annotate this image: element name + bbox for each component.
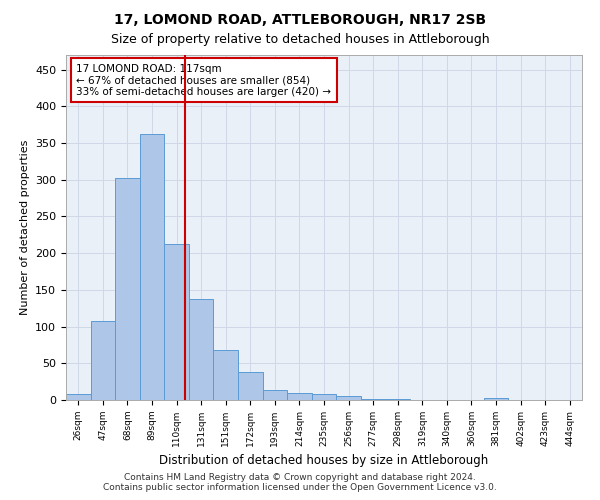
Bar xyxy=(287,392,312,400)
Bar xyxy=(189,300,214,400)
Bar xyxy=(164,244,189,400)
Bar xyxy=(214,350,238,400)
Bar xyxy=(238,372,263,400)
Bar xyxy=(263,390,287,400)
Bar xyxy=(361,398,385,400)
X-axis label: Distribution of detached houses by size in Attleborough: Distribution of detached houses by size … xyxy=(160,454,488,468)
Bar xyxy=(312,394,336,400)
Text: 17, LOMOND ROAD, ATTLEBOROUGH, NR17 2SB: 17, LOMOND ROAD, ATTLEBOROUGH, NR17 2SB xyxy=(114,12,486,26)
Bar xyxy=(115,178,140,400)
Bar xyxy=(91,320,115,400)
Text: Contains HM Land Registry data © Crown copyright and database right 2024.
Contai: Contains HM Land Registry data © Crown c… xyxy=(103,473,497,492)
Text: Size of property relative to detached houses in Attleborough: Size of property relative to detached ho… xyxy=(110,32,490,46)
Y-axis label: Number of detached properties: Number of detached properties xyxy=(20,140,29,315)
Bar xyxy=(140,134,164,400)
Bar xyxy=(484,398,508,400)
Bar xyxy=(336,396,361,400)
Bar xyxy=(66,394,91,400)
Text: 17 LOMOND ROAD: 117sqm
← 67% of detached houses are smaller (854)
33% of semi-de: 17 LOMOND ROAD: 117sqm ← 67% of detached… xyxy=(76,64,331,97)
